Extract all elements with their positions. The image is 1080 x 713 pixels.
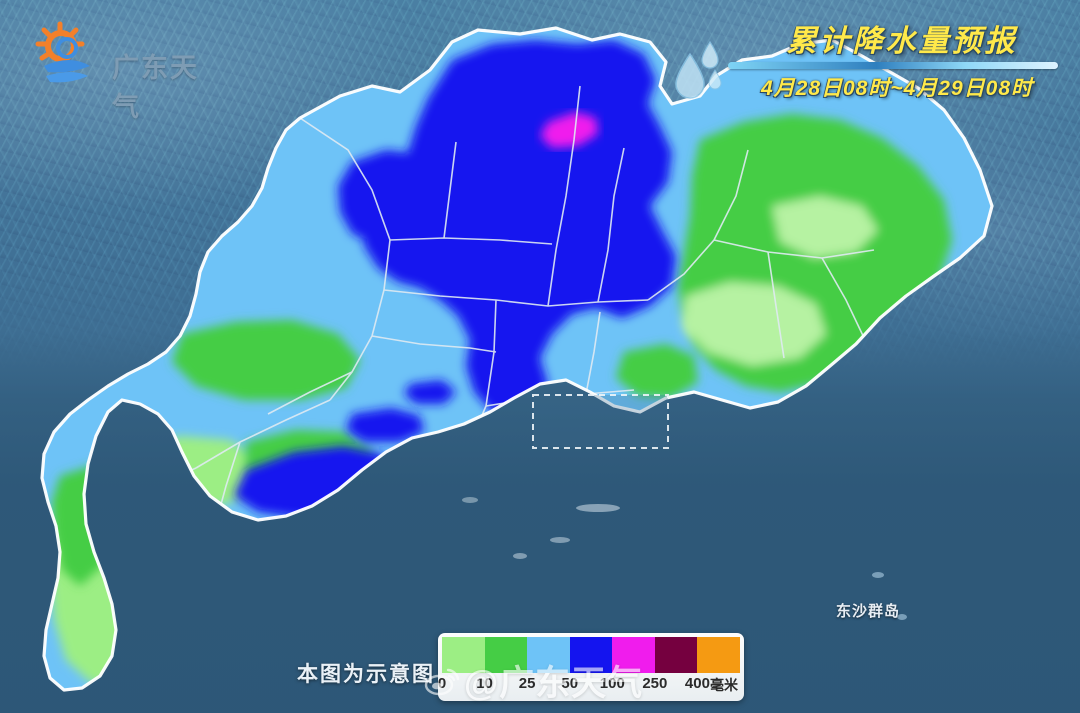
prefecture-borders [111, 85, 875, 601]
legend-band-0-10 [442, 637, 485, 673]
legend-unit: 毫米 [710, 677, 738, 693]
legend-band-25-50 [527, 637, 570, 673]
brand-name: 广东天气 [112, 53, 199, 122]
legend-tick-400: 400 [684, 675, 710, 692]
province-border-guangdong [40, 26, 994, 692]
schematic-note: 本图为示意图 [297, 663, 435, 686]
legend-band-50-100 [569, 637, 613, 673]
legend-tick-10: 10 [476, 675, 493, 692]
forecast-period: 4月28日08时~4月29日08时 [760, 77, 1034, 100]
precipitation-legend: 0 10 25 50 100 250 400 毫米 [438, 633, 744, 701]
legend-tick-labels: 0 10 25 50 100 250 400 毫米 [438, 673, 740, 697]
legend-color-bands [442, 637, 740, 673]
raindrops-icon [675, 40, 722, 99]
legend-band-10-25 [484, 637, 528, 673]
legend-band-400+ [697, 637, 740, 673]
forecast-header: 累计降水量预报 4月28日08时~4月29日08时 [672, 18, 1062, 100]
legend-tick-25: 25 [518, 675, 536, 692]
offshore-islands [462, 497, 907, 620]
band-50-100-regions [234, 40, 676, 518]
title-divider [728, 62, 1058, 69]
band-100-250-regions [540, 112, 598, 148]
legend-tick-50: 50 [561, 675, 579, 692]
legend-band-100-250 [612, 637, 655, 673]
legend-band-250-400 [654, 637, 698, 673]
wave-swirl-icon [44, 37, 90, 83]
legend-tick-100: 100 [599, 675, 625, 692]
pearl-river-estuary-dashed-box [532, 394, 669, 449]
island-label-dongsha: 东沙群岛 [836, 603, 901, 620]
page-title: 累计降水量预报 [786, 25, 1018, 58]
legend-tick-0: 0 [437, 675, 447, 692]
legend-tick-250: 250 [642, 675, 668, 692]
brand-logo: 广东天气 [24, 18, 204, 122]
